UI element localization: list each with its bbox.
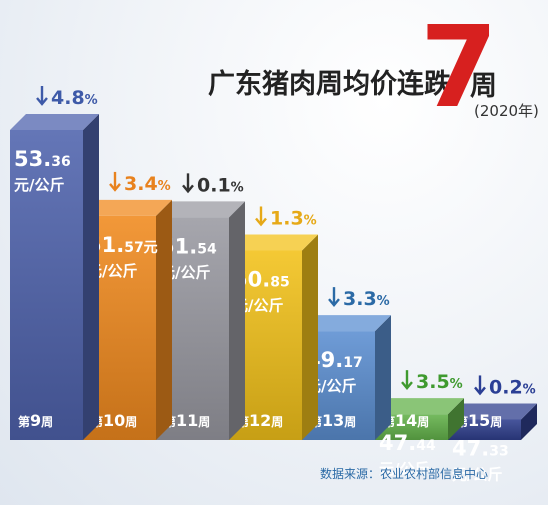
change-label: 0.1% [197,174,244,196]
change-indicator-4: 1.3% [255,206,317,229]
bar-side [448,398,464,440]
bar-top [229,234,318,251]
down-arrow-head [401,381,413,391]
bar-top [448,403,537,420]
title-suffix: 周 [470,71,497,102]
change-label: 1.3% [270,207,317,229]
change-label: 0.2% [489,376,536,398]
down-arrow-head [182,184,194,194]
bar-front [448,419,521,440]
bar-top [83,199,172,216]
down-arrow-head [109,183,121,192]
down-arrow-head [474,386,486,396]
change-label: 4.8% [51,87,98,109]
value-label: 47.33 [452,436,509,460]
value-label: 47.44 [379,431,436,455]
unit-label: 元/公斤 [306,377,356,395]
data-source: 数据来源：农业农村部信息中心 [320,467,489,481]
bar-side [302,234,318,440]
unit-label: 元/公斤 [14,176,64,194]
bar-top [10,114,99,130]
change-indicator-3: 0.1% [182,173,244,196]
unit-label: 元/公斤 [160,263,210,281]
week-label: 第11周 [164,411,210,430]
bar-6: 47.44元/公斤第14周 [375,398,464,478]
change-indicator-6: 3.5% [401,370,463,393]
title-main-text: 广东猪肉周均价连跌 [208,69,451,100]
bar-side [229,201,245,440]
change-label: 3.3% [343,288,390,310]
change-indicator-1: 4.8% [36,86,98,109]
down-arrow-head [36,97,48,106]
title-number: 7 [420,3,498,133]
bar-side [156,199,172,440]
bar-side [521,403,537,440]
title-year: (2020年) [474,102,539,120]
unit-label: 元/公斤 [87,262,137,280]
change-label: 3.5% [416,371,463,393]
bar-side [83,114,99,440]
bar-side [375,315,391,440]
unit-label: 元/公斤 [233,296,283,314]
bar-top [156,201,245,218]
down-arrow-head [328,298,340,307]
unit-label: 元/公斤 [379,460,429,478]
down-arrow-head [255,217,267,227]
chart-title: 广东猪肉周均价连跌 7 周 (2020年) [0,0,548,140]
bar-top [302,315,391,332]
change-label: 3.4% [124,173,171,195]
bar-front [10,130,83,440]
value-label: 53.36 [14,147,71,171]
change-indicator-5: 3.3% [328,287,390,310]
bar-top [375,398,464,415]
change-indicator-2: 3.4% [109,171,171,195]
week-label: 第9周 [18,411,53,430]
unit-label: 元/公斤 [452,465,502,483]
change-indicator-7: 0.2% [474,375,536,398]
